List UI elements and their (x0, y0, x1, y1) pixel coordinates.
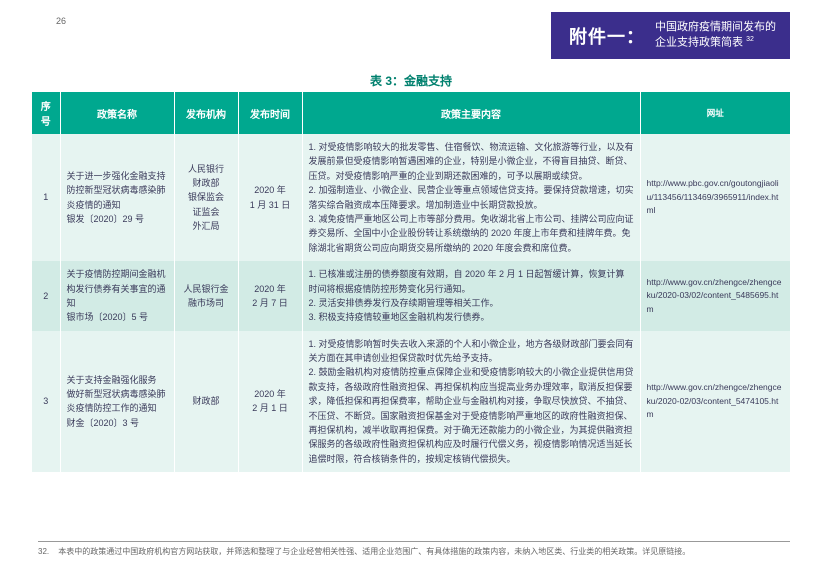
table-row: 1关于进一步强化金融支持防控新型冠状病毒感染肺炎疫情的通知 银发〔2020〕29… (32, 134, 790, 261)
th-url: 网址 (640, 92, 790, 134)
table-row: 2关于疫情防控期间金融机构发行债券有关事宜的通知 银市场〔2020〕5 号人民银… (32, 261, 790, 331)
th-org: 发布机构 (174, 92, 238, 134)
cell-name: 关于疫情防控期间金融机构发行债券有关事宜的通知 银市场〔2020〕5 号 (60, 261, 174, 331)
cell-content: 1. 对受疫情影响暂时失去收入来源的个人和小微企业，地方各级财政部门要会同有关方… (302, 331, 640, 473)
cell-org: 人民银行 财政部 银保监会 证监会 外汇局 (174, 134, 238, 261)
cell-date: 2020 年 1 月 31 日 (238, 134, 302, 261)
table-header-row: 序号 政策名称 发布机构 发布时间 政策主要内容 网址 (32, 92, 790, 134)
cell-content: 1. 对受疫情影响较大的批发零售、住宿餐饮、物流运输、文化旅游等行业，以及有发展… (302, 134, 640, 261)
cell-url: http://www.pbc.gov.cn/goutongjiaoliu/113… (640, 134, 790, 261)
attachment-label: 附件一： (569, 23, 645, 49)
cell-seq: 2 (32, 261, 60, 331)
attachment-text: 中国政府疫情期间发布的 企业支持政策简表 32 (655, 20, 776, 51)
cell-date: 2020 年 2 月 7 日 (238, 261, 302, 331)
th-content: 政策主要内容 (302, 92, 640, 134)
cell-seq: 3 (32, 331, 60, 473)
cell-url: http://www.gov.cn/zhengce/zhengceku/2020… (640, 261, 790, 331)
cell-org: 人民银行金融市场司 (174, 261, 238, 331)
page-number: 26 (56, 16, 66, 26)
table-title: 表 3：金融支持 (0, 72, 822, 89)
th-name: 政策名称 (60, 92, 174, 134)
attachment-sup: 32 (746, 36, 754, 43)
cell-seq: 1 (32, 134, 60, 261)
cell-url: http://www.gov.cn/zhengce/zhengceku/2020… (640, 331, 790, 473)
cell-content: 1. 已核准或注册的债券额度有效期，自 2020 年 2 月 1 日起暂缓计算，… (302, 261, 640, 331)
cell-org: 财政部 (174, 331, 238, 473)
attachment-line2: 企业支持政策简表 (655, 37, 743, 49)
footnote-num: 32. (38, 546, 56, 557)
cell-name: 关于进一步强化金融支持防控新型冠状病毒感染肺炎疫情的通知 银发〔2020〕29 … (60, 134, 174, 261)
cell-date: 2020 年 2 月 1 日 (238, 331, 302, 473)
th-seq: 序号 (32, 92, 60, 134)
footnote-text: 本表中的政策通过中国政府机构官方网站获取，并筛选和整理了与企业经营相关性强、适用… (58, 547, 690, 556)
policy-table: 序号 政策名称 发布机构 发布时间 政策主要内容 网址 1关于进一步强化金融支持… (32, 92, 790, 472)
cell-name: 关于支持金融强化服务 做好新型冠状病毒感染肺炎疫情防控工作的通知 财金〔2020… (60, 331, 174, 473)
table-row: 3关于支持金融强化服务 做好新型冠状病毒感染肺炎疫情防控工作的通知 财金〔202… (32, 331, 790, 473)
attachment-line1: 中国政府疫情期间发布的 (655, 21, 776, 33)
th-date: 发布时间 (238, 92, 302, 134)
footnote: 32. 本表中的政策通过中国政府机构官方网站获取，并筛选和整理了与企业经营相关性… (38, 541, 790, 557)
policy-table-wrap: 序号 政策名称 发布机构 发布时间 政策主要内容 网址 1关于进一步强化金融支持… (32, 92, 790, 472)
table-body: 1关于进一步强化金融支持防控新型冠状病毒感染肺炎疫情的通知 银发〔2020〕29… (32, 134, 790, 472)
attachment-header: 附件一： 中国政府疫情期间发布的 企业支持政策简表 32 (551, 12, 790, 59)
